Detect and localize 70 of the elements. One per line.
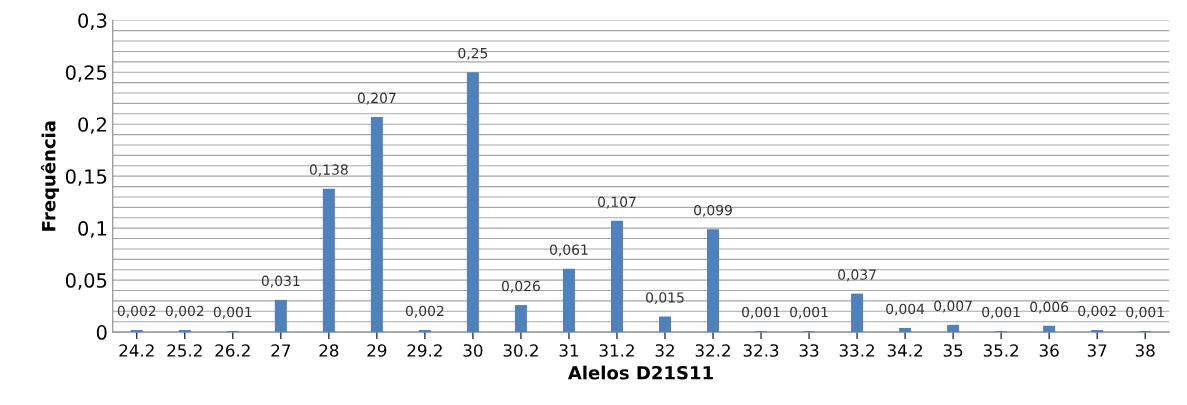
data-label: 0,061 [549,244,588,257]
x-tick-label: 30 [463,344,483,357]
data-label: 0,002 [117,305,156,318]
x-tick-label: 30.2 [503,344,538,357]
data-label: 0,004 [886,303,925,316]
x-tick-label: 32.2 [695,344,730,357]
y-tick-label: 0,3 [78,13,107,30]
bar [418,330,431,333]
x-tick-label: 29.2 [407,344,442,357]
x-tick-label: 33 [799,344,819,357]
bar [947,324,960,333]
data-label: 0,001 [213,306,252,319]
x-tick-label: 32 [655,344,674,357]
y-tick-label: 0,25 [65,65,107,82]
x-tick-label: 31.2 [599,344,634,357]
bar [274,299,287,333]
x-tick-label: 26.2 [215,344,250,357]
data-label: 0,002 [1078,305,1116,318]
x-tick-label: 36 [1039,344,1059,357]
bar [562,268,575,333]
bar [610,220,623,333]
y-tick-label: 0,1 [78,221,107,238]
x-tick-label: 32.3 [743,344,779,357]
data-label: 0,001 [790,306,828,319]
data-label: 0,015 [646,292,684,305]
data-label: 0,002 [165,305,204,318]
x-tick-label: 31 [559,344,579,357]
bar [370,116,383,333]
x-tick-label: 29 [367,344,387,357]
data-label: 0,207 [357,92,396,105]
bar [658,316,671,333]
data-label: 0,001 [982,306,1020,319]
data-label: 0,001 [1126,306,1164,319]
bar [130,330,143,333]
data-label: 0,25 [458,47,488,60]
x-tick-label: 24.2 [119,344,154,357]
x-tick-label: 38 [1135,344,1155,357]
bar [899,327,912,333]
data-label: 0,099 [694,204,732,217]
x-tick-label: 35.2 [983,344,1019,357]
data-label: 0,031 [261,275,300,288]
bar [322,188,335,333]
bar [1091,330,1104,333]
bar [466,72,479,333]
data-label: 0,002 [405,305,444,318]
data-label: 0,138 [309,164,348,177]
bar [1043,325,1056,333]
data-label: 0,026 [501,280,540,293]
x-tick-label: 33.2 [839,344,874,357]
bar [514,305,527,333]
x-tick-label: 35 [943,344,963,357]
y-axis-title: Frequência [40,121,60,231]
bar [851,293,864,333]
data-label: 0,107 [598,196,636,209]
x-tick-label: 34.2 [887,344,922,357]
y-tick-label: 0 [96,325,107,340]
data-label: 0,001 [742,306,780,319]
x-tick-label: 28 [319,344,339,357]
bar [707,229,720,333]
data-label: 0,007 [934,300,972,313]
data-label: 0,037 [838,269,876,282]
y-tick-label: 0,15 [65,169,107,186]
x-tick-label: 25.2 [167,344,202,357]
y-tick-label: 0,05 [65,273,107,290]
x-tick-label: 27 [271,344,291,357]
y-tick-label: 0,2 [78,117,106,134]
bar [178,330,191,333]
x-axis-title: Alelos D21S11 [567,365,713,380]
data-label: 0,006 [1030,301,1069,314]
x-tick-label: 37 [1087,344,1107,357]
